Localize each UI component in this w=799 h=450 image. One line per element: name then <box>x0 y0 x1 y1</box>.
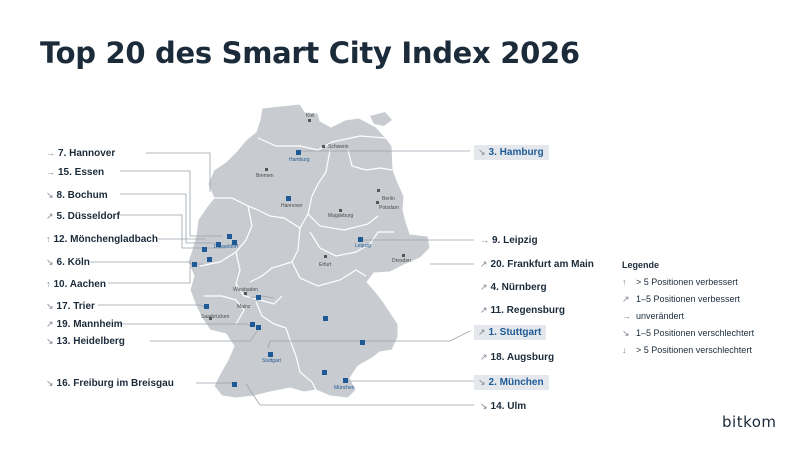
arrow-icon: ↑ <box>46 279 51 289</box>
label-mannheim: ↗ 19. Mannheim <box>46 319 123 330</box>
city-hamburg: Hamburg <box>289 157 310 163</box>
arrow-icon: ↗ <box>478 327 486 337</box>
legend: Legende ↑ > 5 Positionen verbessert ↗ 1–5 … <box>622 260 754 361</box>
label-stuttgart: ↗ 1. Stuttgart <box>474 325 547 340</box>
label-bochum: ↘ 8. Bochum <box>46 190 108 201</box>
city-duesseldorf: Düsseldorf <box>214 244 238 250</box>
arrow-icon: ↘ <box>46 190 54 200</box>
label-freiburg: ↘ 16. Freiburg im Breisgau <box>46 378 174 389</box>
arrow-icon: → <box>46 167 55 177</box>
arrow-icon: ↘ <box>46 378 54 388</box>
capital-dots <box>209 119 405 320</box>
city-dresden: Dresden <box>392 258 411 264</box>
label-leipzig: → 9. Leipzig <box>480 235 538 246</box>
label-ulm: ↘ 14. Ulm <box>480 401 527 412</box>
arrow-icon: ↗ <box>480 259 488 269</box>
label-duesseldorf: ↗ 5. Düsseldorf <box>46 211 120 222</box>
label-moenchengladbach: ↑ 12. Mönchengladbach <box>46 234 158 245</box>
city-erfurt: Erfurt <box>319 262 332 268</box>
arrow-up-right-icon: ↗ <box>622 294 630 304</box>
label-nuernberg: ↗ 4. Nürnberg <box>480 282 547 293</box>
arrow-icon: ↗ <box>480 305 488 315</box>
legend-title: Legende <box>622 260 660 270</box>
arrow-icon: ↘ <box>46 301 54 311</box>
page-title: Top 20 des Smart City Index 2026 <box>40 36 580 70</box>
arrow-icon: ↘ <box>46 257 54 267</box>
legend-item: ↑ > 5 Positionen verbessert <box>622 277 738 287</box>
label-augsburg: ↗ 18. Augsburg <box>480 352 555 363</box>
city-mainz: Mainz <box>237 304 251 310</box>
arrow-icon: ↗ <box>480 352 488 362</box>
arrow-down-icon: ↓ <box>622 345 627 355</box>
arrow-icon: ↘ <box>478 147 486 157</box>
legend-item: → unverändert <box>622 311 685 321</box>
state-borders <box>199 135 394 391</box>
legend-item: ↗ 1–5 Positionen verbessert <box>622 294 741 304</box>
city-kiel: Kiel <box>306 113 315 119</box>
city-wiesbaden: Wiesbaden <box>233 287 259 293</box>
arrow-right-icon: → <box>622 311 631 321</box>
city-hannover: Hannover <box>281 203 303 209</box>
city-saarbruecken: Saarbrücken <box>201 314 230 320</box>
city-stuttgart: Stuttgart <box>262 358 281 364</box>
city-bremen: Bremen <box>256 173 274 179</box>
arrow-icon: ↗ <box>46 211 54 221</box>
legend-item: ↓ > 5 Positionen verschlechtert <box>622 345 752 355</box>
leader-lines <box>90 150 474 406</box>
legend-item: ↘ 1–5 Positionen verschlechtert <box>622 328 755 338</box>
ranked-city-dots <box>192 150 365 387</box>
arrow-icon: → <box>46 148 55 158</box>
bitkom-logo: bitkom <box>722 413 777 431</box>
arrow-down-right-icon: ↘ <box>622 328 630 338</box>
city-magdeburg: Magdeburg <box>328 213 354 219</box>
label-koeln: ↘ 6. Köln <box>46 257 90 268</box>
label-essen: → 15. Essen <box>46 167 105 178</box>
label-trier: ↘ 17. Trier <box>46 301 95 312</box>
label-frankfurt: ↗ 20. Frankfurt am Main <box>480 259 594 270</box>
label-aachen: ↑ 10. Aachen <box>46 279 106 290</box>
label-regensburg: ↗ 11. Regensburg <box>480 305 566 316</box>
city-leipzig: Leipzig <box>355 243 371 249</box>
label-hamburg: ↘ 3. Hamburg <box>474 145 549 160</box>
arrow-up-icon: ↑ <box>622 277 627 287</box>
label-hannover: → 7. Hannover <box>46 148 116 159</box>
arrow-icon: → <box>480 235 489 245</box>
label-muenchen: ↘ 2. München <box>474 375 549 390</box>
arrow-icon: ↘ <box>46 336 54 346</box>
arrow-icon: ↗ <box>480 282 488 292</box>
arrow-icon: ↑ <box>46 234 51 244</box>
label-heidelberg: ↘ 13. Heidelberg <box>46 336 125 347</box>
arrow-icon: ↘ <box>480 401 488 411</box>
arrow-icon: ↘ <box>478 377 486 387</box>
city-schwerin: Schwerin <box>328 144 349 150</box>
arrow-icon: ↗ <box>46 319 54 329</box>
city-potsdam: Potsdam <box>379 205 399 211</box>
city-berlin: Berlin <box>382 196 395 202</box>
city-muenchen: München <box>334 385 355 391</box>
